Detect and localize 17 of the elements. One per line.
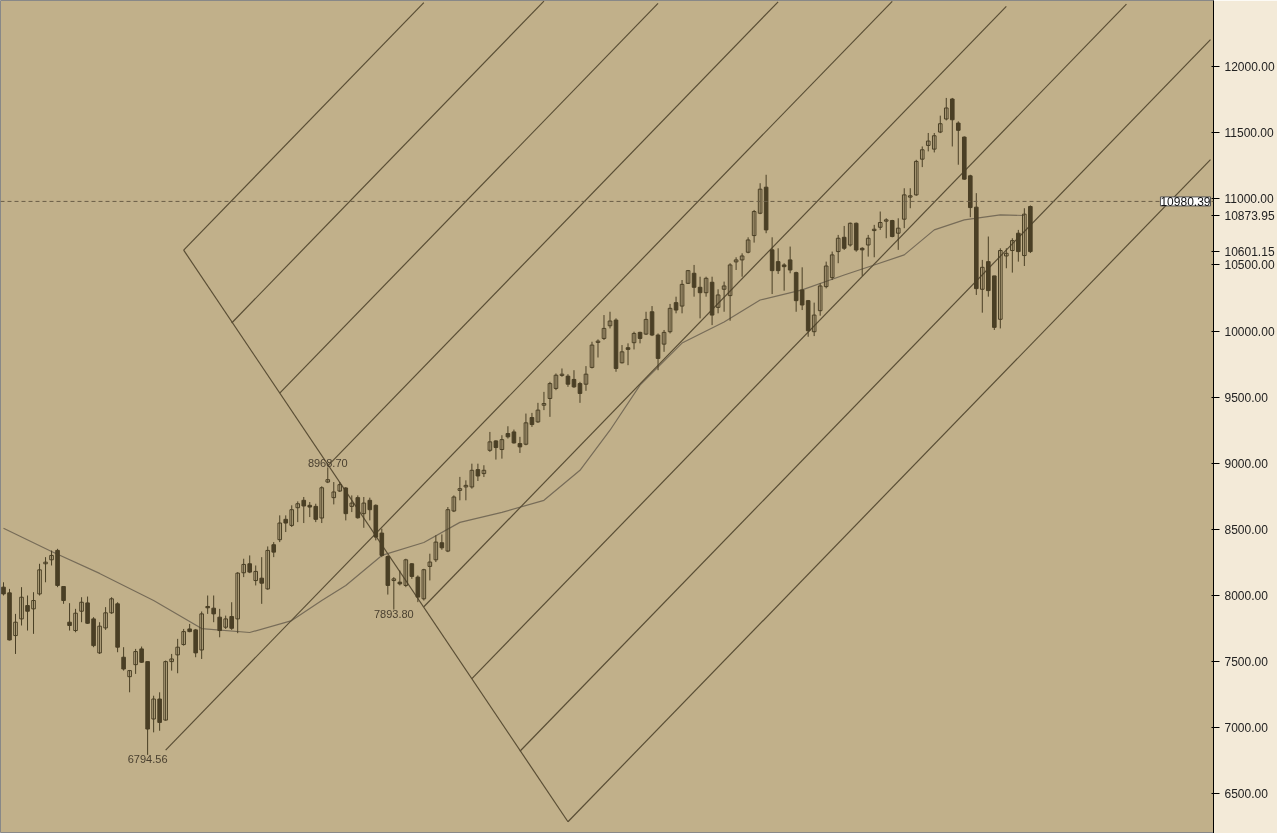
y-tick-label: 10000.00 bbox=[1224, 324, 1275, 339]
y-tick-label: 7000.00 bbox=[1224, 721, 1269, 736]
y-tick-label: 8500.00 bbox=[1224, 522, 1269, 537]
ref-line-label: 10980.39 bbox=[1160, 194, 1211, 209]
y-tick-label: 10601.15 bbox=[1224, 245, 1275, 260]
y-tick-label: 8000.00 bbox=[1224, 589, 1269, 603]
y-tick-label: 9000.00 bbox=[1224, 456, 1269, 471]
annotation: 7893.80 bbox=[373, 607, 414, 620]
y-tick-label: 11000.00 bbox=[1224, 192, 1274, 207]
y-tick-label: 9500.00 bbox=[1224, 390, 1269, 405]
y-tick-label: 12000.00 bbox=[1224, 60, 1275, 75]
y-tick-label: 11500.00 bbox=[1224, 126, 1274, 141]
y-tick-label: 7500.00 bbox=[1224, 655, 1269, 670]
annotation: 6794.56 bbox=[127, 752, 168, 765]
y-tick-label: 6500.00 bbox=[1224, 787, 1269, 802]
y-tick-label: 10500.00 bbox=[1224, 258, 1275, 273]
y-tick-label: 10873.95 bbox=[1224, 209, 1275, 223]
